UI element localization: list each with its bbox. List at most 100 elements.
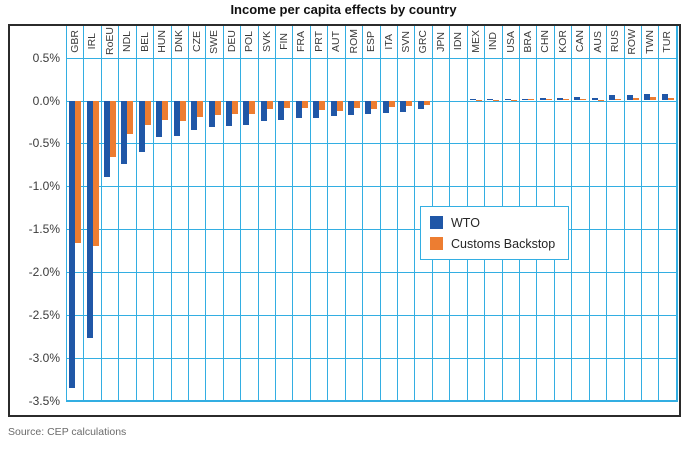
bar-customs-backstop-rom	[353, 100, 360, 109]
bar-customs-backstop-aut	[336, 100, 343, 111]
country-label-cell: RoEU	[102, 26, 118, 57]
country-label-cell: MEX	[468, 26, 484, 57]
country-label-cell: GRC	[415, 26, 431, 57]
country-label-svk: SVK	[260, 30, 273, 52]
country-label-roeu: RoEU	[103, 27, 116, 56]
country-label-cell: NDL	[119, 26, 135, 57]
country-label-cell: IDN	[450, 26, 466, 57]
bar-wto-dnk	[173, 100, 180, 136]
column-deu: DEU	[224, 26, 242, 400]
column-irl: IRL	[84, 26, 102, 400]
country-label-cell: ROW	[625, 26, 641, 57]
country-label-irl: IRL	[86, 33, 99, 50]
bar-customs-backstop-svn	[406, 100, 413, 106]
column-dnk: DNK	[172, 26, 189, 400]
gridline--2.0pct	[67, 271, 677, 273]
bar-customs-backstop-ind	[493, 99, 500, 101]
country-label-tur: TUR	[661, 30, 674, 53]
country-label-ita: ITA	[382, 33, 395, 50]
bar-wto-esp	[365, 100, 372, 115]
bar-customs-backstop-aus	[597, 99, 604, 101]
gridline--1.0pct	[67, 186, 677, 188]
country-label-rom: ROM	[347, 29, 360, 54]
column-rom: ROM	[346, 26, 364, 400]
country-label-cell: SVN	[398, 26, 414, 57]
bar-customs-backstop-ndl	[127, 100, 134, 134]
bar-wto-roeu	[104, 100, 111, 177]
country-label-hun: HUN	[156, 30, 169, 53]
country-label-swe: SWE	[208, 29, 221, 54]
bar-wto-aut	[330, 100, 337, 116]
country-label-cze: CZE	[190, 31, 203, 52]
country-label-cell: SWE	[206, 26, 222, 57]
country-label-rus: RUS	[609, 30, 622, 53]
bar-wto-cze	[191, 100, 198, 130]
bar-customs-backstop-hun	[162, 100, 169, 121]
bar-customs-backstop-roeu	[110, 100, 117, 158]
legend-item-customs-backstop: Customs Backstop	[430, 237, 568, 251]
plot-grid: GBR IRL RoEU NDL BEL HUN DNK CZE SWE DEU POL SVK FIN…	[66, 26, 678, 402]
country-label-mex: MEX	[469, 30, 482, 53]
bar-wto-hun	[156, 100, 163, 138]
column-ita: ITA	[381, 26, 399, 400]
column-swe: SWE	[206, 26, 224, 400]
bar-customs-backstop-bra	[528, 98, 535, 101]
country-label-dnk: DNK	[173, 30, 186, 53]
y-tick--1.0pct: -1.0%	[28, 179, 60, 194]
customs-backstop-swatch-icon	[430, 237, 443, 250]
bar-customs-backstop-cze	[197, 100, 204, 117]
bar-customs-backstop-row	[632, 97, 639, 101]
bar-wto-grc	[417, 100, 424, 110]
bar-wto-prt	[313, 100, 320, 118]
bar-customs-backstop-esp	[371, 100, 378, 110]
country-label-cell: GBR	[67, 26, 83, 57]
bar-wto-rus	[609, 95, 616, 101]
bar-wto-svn	[400, 100, 407, 112]
country-label-cell: ROM	[346, 26, 362, 57]
column-svn: SVN	[398, 26, 416, 400]
y-tick--0.5pct: -0.5%	[28, 136, 60, 151]
bar-wto-row	[626, 95, 633, 101]
column-aus: AUS	[590, 26, 608, 400]
bar-customs-backstop-can	[580, 98, 587, 101]
country-label-cell: BRA	[520, 26, 536, 57]
y-tick--2.0pct: -2.0%	[28, 264, 60, 279]
country-label-fin: FIN	[278, 33, 291, 50]
bar-customs-backstop-gbr	[75, 100, 82, 243]
country-label-cell: USA	[503, 26, 519, 57]
column-pol: POL	[241, 26, 259, 400]
country-label-cell: IRL	[84, 26, 100, 57]
country-label-cell: PRT	[311, 26, 327, 57]
column-aut: AUT	[328, 26, 346, 400]
bar-wto-usa	[504, 98, 511, 101]
bar-customs-backstop-usa	[510, 99, 517, 101]
bar-wto-twn	[644, 93, 651, 101]
bar-wto-tur	[661, 93, 668, 101]
country-label-cell: SVK	[259, 26, 275, 57]
column-can: CAN	[572, 26, 590, 400]
bar-customs-backstop-bel	[144, 100, 151, 125]
bar-wto-chn	[539, 97, 546, 101]
bar-wto-svk	[260, 100, 267, 122]
column-tur: TUR	[659, 26, 677, 400]
bar-customs-backstop-deu	[232, 100, 238, 115]
bar-customs-backstop-tur	[667, 97, 674, 101]
country-label-cell: IND	[485, 26, 501, 57]
country-label-deu: DEU	[225, 30, 238, 53]
country-label-cell: ITA	[381, 26, 397, 57]
country-label-row: ROW	[626, 28, 639, 55]
bar-wto-fra	[295, 100, 302, 118]
bar-wto-deu	[226, 100, 232, 127]
legend-label-customs-backstop: Customs Backstop	[451, 236, 556, 251]
column-gbr: GBR	[67, 26, 85, 400]
gridline--3.0pct	[67, 357, 677, 359]
gridline--0.5pct	[67, 143, 677, 145]
country-label-cell: FRA	[293, 26, 309, 57]
bar-wto-rom	[347, 100, 354, 116]
gridline--2.5pct	[67, 314, 677, 316]
y-tick--2.5pct: -2.5%	[28, 307, 60, 322]
country-label-cell: HUN	[154, 26, 170, 57]
column-roeu: RoEU	[102, 26, 120, 400]
bar-wto-ndl	[121, 100, 128, 164]
bar-wto-kor	[557, 97, 564, 101]
